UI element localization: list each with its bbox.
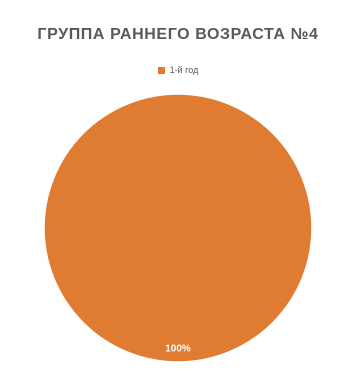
data-label: 100% [165, 344, 191, 355]
legend: 1-й год [0, 65, 356, 75]
pie-slice [43, 93, 313, 363]
legend-swatch [157, 66, 165, 74]
chart-title: ГРУППА РАННЕГО ВОЗРАСТА №4 [37, 26, 319, 43]
legend-label: 1-й год [169, 65, 199, 75]
